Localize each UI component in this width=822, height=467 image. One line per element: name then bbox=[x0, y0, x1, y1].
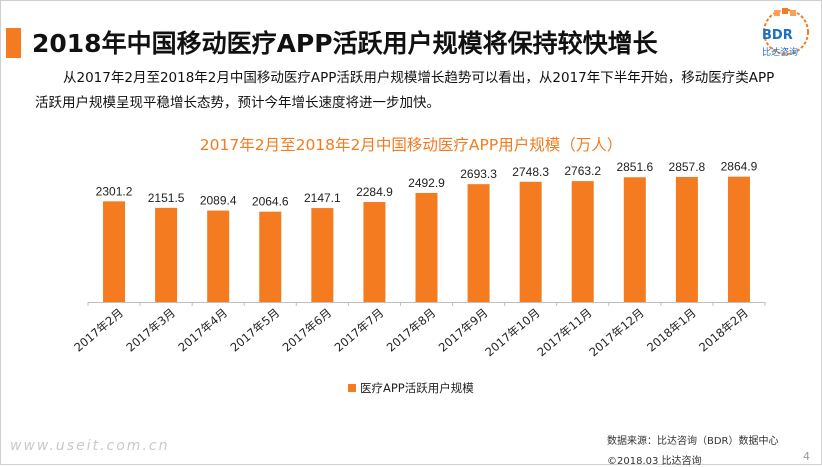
title-accent-bar bbox=[6, 28, 21, 58]
data-label-7: 2492.9 bbox=[408, 176, 445, 190]
page-number: 4 bbox=[803, 450, 810, 463]
data-label-13: 2864.9 bbox=[721, 160, 758, 174]
x-tick-label-12: 2018年1月 bbox=[644, 306, 699, 355]
x-tick-label-7: 2017年8月 bbox=[384, 306, 439, 355]
bar-10 bbox=[571, 181, 594, 302]
legend-swatch bbox=[348, 384, 356, 392]
bar-13 bbox=[727, 176, 750, 302]
x-tick-label-11: 2017年12月 bbox=[586, 306, 646, 360]
x-tick-label-9: 2017年10月 bbox=[482, 306, 542, 360]
x-tick-label-6: 2017年7月 bbox=[332, 306, 387, 355]
legend-label: 医疗APP活跃用户规模 bbox=[360, 381, 474, 395]
page-title: 2018年中国移动医疗APP活跃用户规模将保持较快增长 bbox=[32, 29, 658, 58]
data-label-3: 2089.4 bbox=[200, 194, 237, 208]
data-label-11: 2851.6 bbox=[616, 160, 653, 174]
data-label-2: 2151.5 bbox=[148, 191, 185, 205]
x-tick-label-3: 2017年4月 bbox=[175, 306, 230, 355]
copyright-note: ©2018.03 比达咨询 bbox=[607, 456, 702, 467]
data-label-9: 2748.3 bbox=[512, 165, 549, 179]
x-tick-label-10: 2017年11月 bbox=[534, 306, 594, 360]
bar-1 bbox=[103, 201, 126, 302]
bar-11 bbox=[623, 177, 646, 302]
x-tick-label-8: 2017年9月 bbox=[436, 306, 491, 355]
bdr-logo-icon bbox=[763, 8, 809, 55]
x-tick-label-13: 2018年2月 bbox=[696, 306, 751, 355]
description-text: 从2017年2月至2018年2月中国移动医疗APP活跃用户规模增长趋势可以看出，… bbox=[35, 70, 775, 111]
data-label-12: 2857.8 bbox=[669, 160, 706, 174]
data-label-1: 2301.2 bbox=[96, 184, 133, 198]
bar-8 bbox=[467, 184, 490, 302]
x-tick-label-4: 2017年5月 bbox=[228, 306, 283, 355]
bar-4 bbox=[259, 211, 282, 302]
bar-5 bbox=[311, 208, 334, 302]
watermark-text: www.useit.com.cn bbox=[10, 438, 170, 454]
bar-6 bbox=[363, 202, 386, 302]
x-tick-label-2: 2017年3月 bbox=[123, 306, 178, 355]
data-label-10: 2763.2 bbox=[564, 164, 601, 178]
data-label-6: 2284.9 bbox=[356, 185, 393, 199]
chart-title: 2017年2月至2018年2月中国移动医疗APP用户规模（万人） bbox=[199, 136, 623, 154]
bar-2 bbox=[155, 207, 178, 302]
data-source-note: 数据来源：比达咨询（BDR）数据中心 bbox=[607, 436, 779, 447]
bar-12 bbox=[675, 176, 698, 302]
bar-3 bbox=[207, 210, 230, 302]
data-label-8: 2693.3 bbox=[460, 167, 497, 181]
data-label-4: 2064.6 bbox=[252, 195, 289, 209]
x-tick-label-5: 2017年6月 bbox=[280, 306, 335, 355]
bar-9 bbox=[519, 181, 542, 302]
x-tick-label-1: 2017年2月 bbox=[71, 306, 126, 355]
logo-subtitle: 比达咨询 bbox=[762, 48, 799, 58]
logo-text: BDR bbox=[762, 28, 793, 43]
bar-7 bbox=[415, 192, 438, 302]
data-label-5: 2147.1 bbox=[304, 191, 341, 205]
